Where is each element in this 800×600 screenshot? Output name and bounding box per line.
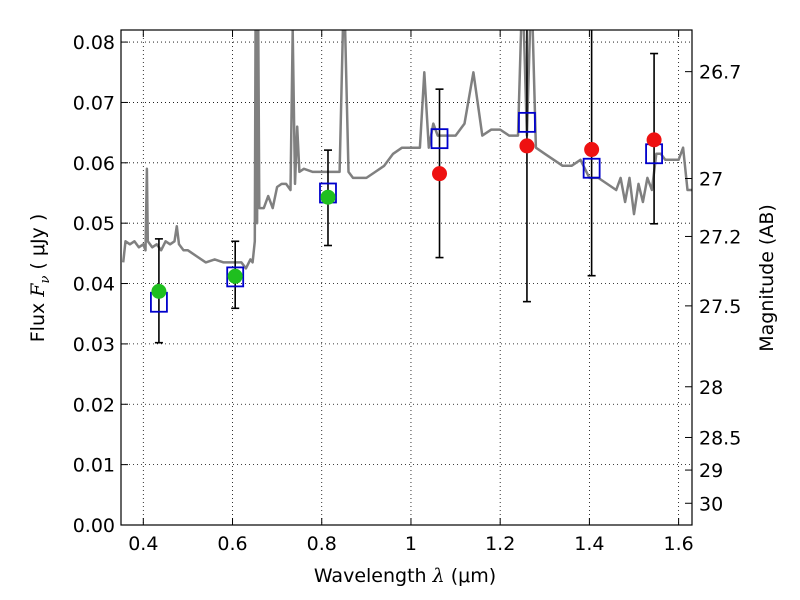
model-spectrum-line (121, 30, 692, 270)
red-point (646, 132, 662, 148)
y-tick-label: 0.01 (73, 455, 115, 477)
y-tick-label: 0.08 (73, 32, 115, 54)
x-axis-title: Wavelength λ (μm) (314, 565, 496, 587)
green-detection-point (151, 283, 167, 299)
y-tick-label: 0.02 (73, 394, 115, 416)
x-tick-label: 0.6 (217, 533, 247, 555)
y-tick-label: 0.05 (73, 213, 115, 235)
x-tick-label: 1 (405, 533, 417, 555)
x-tick-label: 0.4 (128, 533, 158, 555)
mag-tick-label: 28.5 (699, 427, 741, 449)
mag-tick-label: 27.2 (699, 226, 741, 248)
plot-frame (120, 29, 693, 526)
green-detection-point (227, 268, 243, 284)
y-axis-title: Flux Fν ( μJy ) (27, 214, 53, 343)
mag-tick-label: 30 (699, 493, 723, 515)
green-detection-point (320, 189, 336, 205)
axis-ticks: 0.4 0.6 0.8 1 1.2 1.4 1.6 0.00 0.01 0.02 0.03 0.04 0… (73, 30, 741, 555)
observed-points-layer (151, 132, 662, 299)
red-point (584, 142, 600, 158)
mag-tick-label: 26.7 (699, 62, 741, 84)
y-tick-label: 0.07 (73, 92, 115, 114)
y-tick-label: 0.04 (73, 274, 115, 296)
mag-tick-label: 27.5 (699, 296, 741, 318)
red-point (432, 166, 448, 182)
grid (121, 30, 692, 526)
model-photometry-layer (150, 111, 663, 313)
mag-tick-label: 28 (699, 377, 723, 399)
x-tick-label: 1.2 (485, 533, 515, 555)
model-spectrum-layer (121, 30, 692, 270)
model-band-square (582, 157, 601, 179)
mag-tick-label: 27 (699, 169, 723, 191)
x-tick-label: 0.8 (307, 533, 337, 555)
mag-tick-label: 29 (699, 460, 723, 482)
right-axis-title: Magnitude (AB) (756, 204, 778, 352)
x-tick-label: 1.4 (574, 533, 604, 555)
y-tick-label: 0.06 (73, 153, 115, 175)
model-band-square (226, 266, 245, 288)
error-bars-layer (154, 30, 659, 344)
x-tick-label: 1.6 (664, 533, 694, 555)
y-tick-label: 0.03 (73, 334, 115, 356)
y-tick-label: 0.00 (73, 515, 115, 537)
model-band-square (430, 128, 449, 150)
model-band-square (518, 111, 536, 133)
red-point (519, 138, 535, 154)
